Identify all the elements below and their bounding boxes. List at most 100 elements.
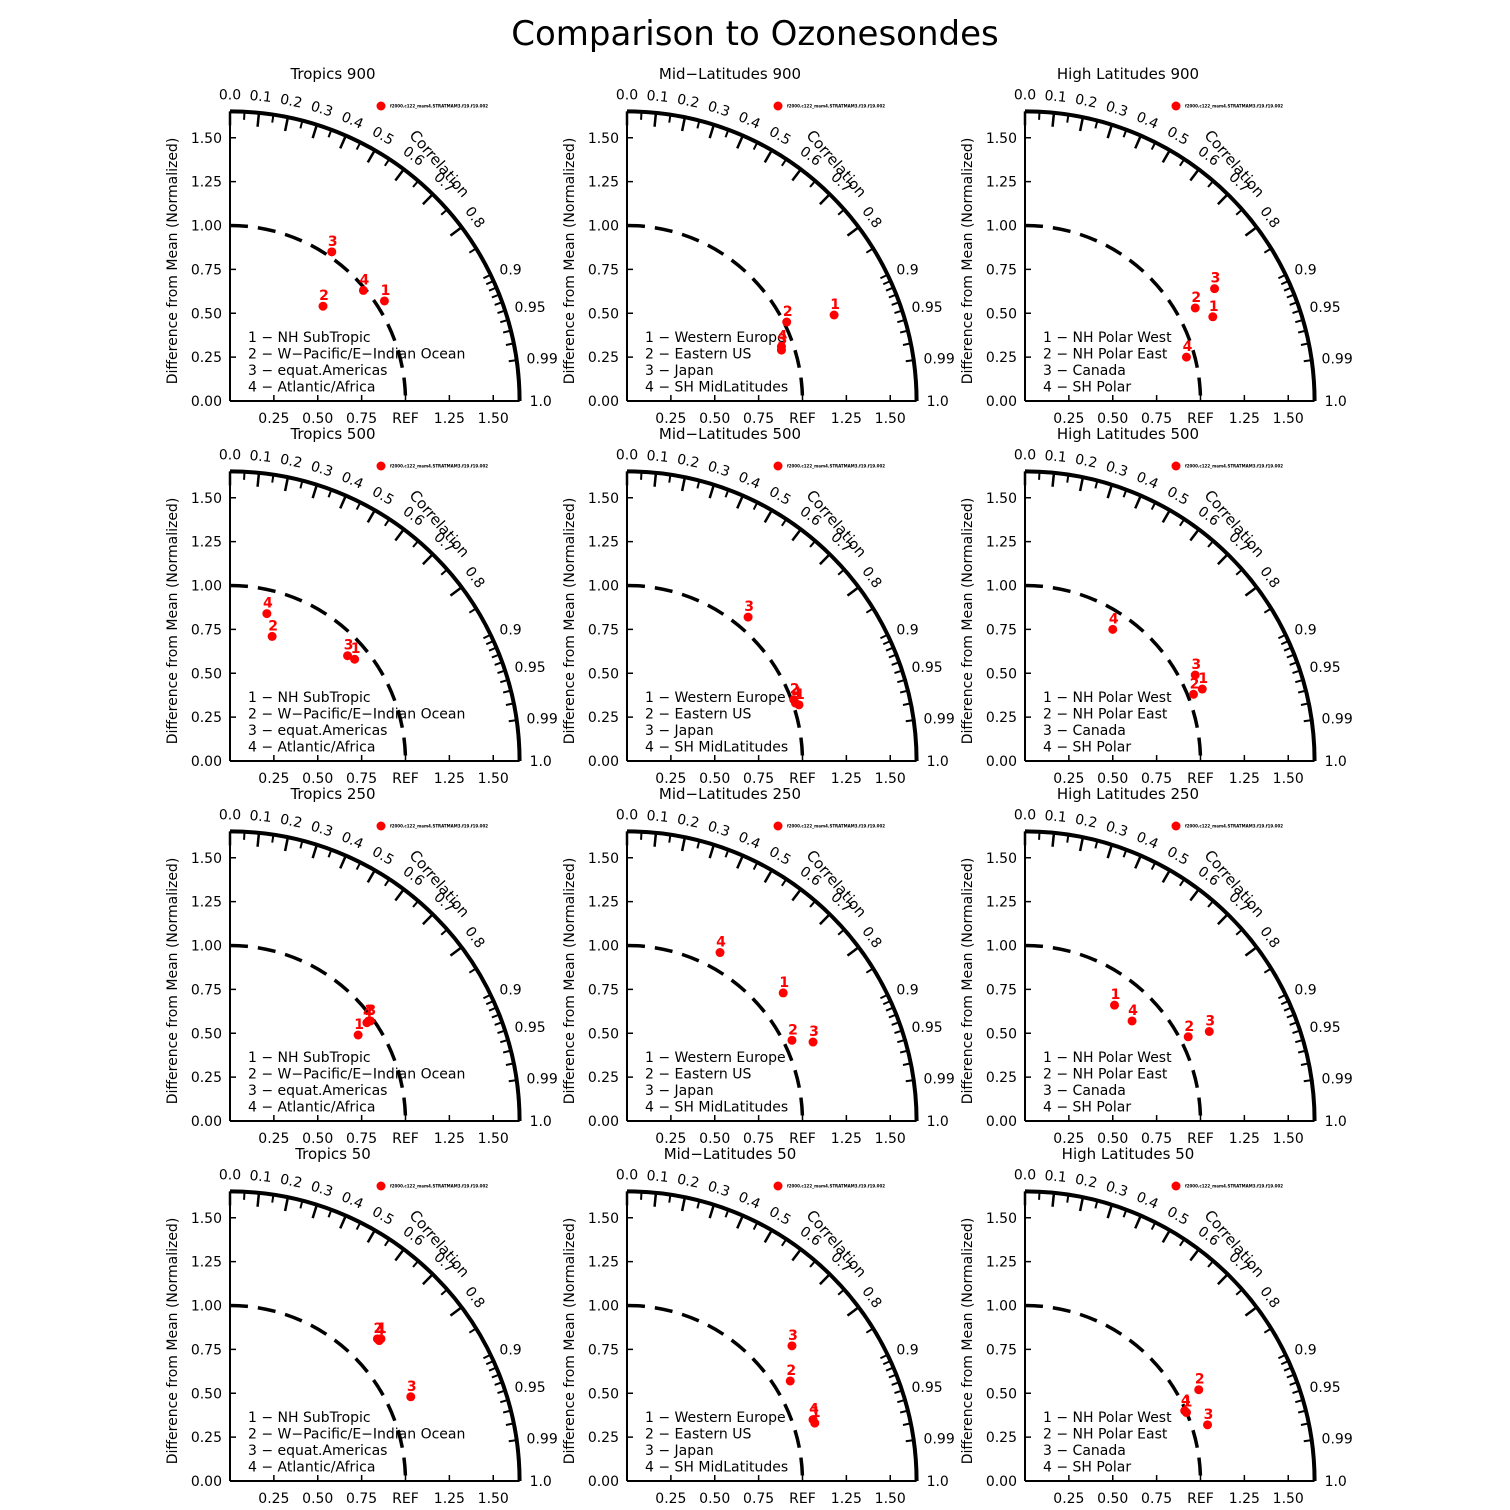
correlation-minor-tick bbox=[894, 669, 903, 675]
reference-arc bbox=[1024, 223, 1203, 402]
correlation-tick-label: 1.0 bbox=[1325, 1114, 1347, 1130]
correlation-major-tick bbox=[708, 844, 716, 859]
correlation-minor-tick bbox=[482, 1353, 492, 1360]
model-label: f2000.c122_mam4.STRATMAM3.f19.f19.002 bbox=[390, 1184, 488, 1189]
data-point-label: 1 bbox=[779, 975, 789, 991]
correlation-minor-tick bbox=[1303, 719, 1312, 723]
legend-entry: 3 − Canada bbox=[1043, 723, 1126, 739]
correlation-tick-label: 0.99 bbox=[527, 1071, 558, 1087]
legend-entry: 4 − Atlantic/Africa bbox=[248, 380, 375, 396]
correlation-minor-tick bbox=[1235, 928, 1243, 936]
data-point-label: 2 bbox=[783, 304, 793, 320]
data-point-label: 3 bbox=[1191, 657, 1201, 673]
y-tick-label: 1.00 bbox=[986, 579, 1017, 595]
y-tick-label: 1.00 bbox=[588, 939, 619, 955]
model-marker bbox=[773, 461, 783, 471]
correlation-tick-label: 0.95 bbox=[911, 300, 942, 316]
data-point-label: 4 bbox=[263, 596, 273, 612]
correlation-tick-label: 0.1 bbox=[646, 448, 670, 466]
correlation-tick-label: 0.2 bbox=[279, 812, 304, 832]
correlation-minor-tick bbox=[888, 653, 897, 659]
correlation-minor-tick bbox=[505, 1062, 514, 1066]
correlation-major-tick bbox=[1217, 193, 1229, 206]
correlation-tick-label: 1.0 bbox=[927, 1474, 949, 1490]
correlation-major-tick bbox=[339, 1215, 347, 1229]
y-tick-label: 0.75 bbox=[588, 1342, 619, 1358]
correlation-minor-tick bbox=[500, 318, 509, 324]
y-tick-label: 0.75 bbox=[191, 1342, 222, 1358]
correlation-minor-tick bbox=[781, 878, 788, 887]
correlation-major-tick bbox=[1189, 168, 1200, 182]
y-tick-label: 0.00 bbox=[191, 1114, 222, 1130]
panel-title: Mid−Latitudes 50 bbox=[664, 1145, 797, 1163]
correlation-minor-tick bbox=[1094, 840, 1099, 849]
correlation-minor-tick bbox=[488, 646, 497, 652]
correlation-minor-tick bbox=[384, 518, 391, 527]
outer-ratio-arc bbox=[626, 829, 919, 1122]
y-tick-label: 1.00 bbox=[191, 579, 222, 595]
correlation-minor-tick bbox=[1292, 1029, 1301, 1035]
correlation-minor-tick bbox=[899, 1049, 909, 1054]
correlation-major-tick bbox=[736, 1215, 744, 1229]
data-point-label: 3 bbox=[328, 234, 338, 250]
correlation-tick-label: 0.1 bbox=[1044, 1168, 1068, 1186]
correlation-minor-tick bbox=[502, 1049, 512, 1054]
data-point bbox=[1194, 1385, 1204, 1395]
data-point bbox=[379, 296, 389, 306]
x-tick-label: 0.75 bbox=[1141, 411, 1172, 427]
correlation-tick-label: 0.5 bbox=[1164, 124, 1191, 149]
data-point-label: 2 bbox=[365, 1003, 375, 1019]
correlation-tick-label: 0.3 bbox=[706, 99, 732, 121]
correlation-minor-tick bbox=[885, 1366, 894, 1372]
data-point-label: 4 bbox=[1109, 611, 1119, 627]
y-tick-label: 0.25 bbox=[986, 710, 1017, 726]
correlation-minor-tick bbox=[1283, 1366, 1292, 1372]
correlation-major-tick bbox=[422, 553, 434, 566]
data-point-label: 3 bbox=[1211, 271, 1221, 287]
correlation-minor-tick bbox=[1303, 1439, 1312, 1443]
correlation-tick-label: 1.0 bbox=[530, 1474, 552, 1490]
correlation-minor-tick bbox=[888, 293, 897, 299]
reference-arc bbox=[229, 943, 408, 1122]
correlation-minor-tick bbox=[781, 158, 788, 167]
y-tick-label: 0.75 bbox=[986, 1342, 1017, 1358]
y-tick-label: 1.50 bbox=[588, 851, 619, 867]
correlation-minor-tick bbox=[485, 640, 494, 646]
correlation-tick-label: 0.8 bbox=[461, 1284, 487, 1311]
correlation-minor-tick bbox=[902, 702, 911, 706]
correlation-tick-label: 0.3 bbox=[1104, 819, 1130, 841]
y-tick-label: 1.00 bbox=[191, 939, 222, 955]
data-point-label: 2 bbox=[1184, 1019, 1194, 1035]
data-point-label: 1 bbox=[381, 283, 391, 299]
legend-entry: 1 − NH Polar West bbox=[1043, 690, 1172, 706]
y-tick-label: 0.25 bbox=[986, 350, 1017, 366]
correlation-minor-tick bbox=[502, 1409, 512, 1414]
correlation-major-tick bbox=[366, 509, 376, 523]
panel-title: Mid−Latitudes 500 bbox=[659, 425, 801, 443]
correlation-major-tick bbox=[283, 1197, 290, 1212]
correlation-tick-label: 0.2 bbox=[1074, 452, 1099, 472]
x-tick-label: 0.25 bbox=[655, 1131, 686, 1147]
y-tick-label: 1.50 bbox=[588, 491, 619, 507]
correlation-major-tick bbox=[708, 124, 716, 139]
correlation-minor-tick bbox=[271, 114, 275, 123]
correlation-minor-tick bbox=[1235, 208, 1243, 216]
correlation-tick-label: 0.99 bbox=[1322, 1071, 1353, 1087]
correlation-tick-label: 0.1 bbox=[249, 808, 273, 826]
x-tick-label: 1.25 bbox=[434, 411, 465, 427]
legend-entry: 2 − Eastern US bbox=[645, 707, 751, 723]
x-tick-label: 0.25 bbox=[655, 1491, 686, 1507]
model-marker bbox=[1171, 1181, 1181, 1191]
taylor-panel: Tropics 50 0.00 0.25 0.50 0.75 1.00 1.25 1.50 0.… bbox=[165, 1145, 558, 1507]
x-tick-label: 1.25 bbox=[831, 411, 862, 427]
y-tick-label: 0.25 bbox=[986, 1430, 1017, 1446]
correlation-minor-tick bbox=[837, 1288, 845, 1296]
correlation-minor-tick bbox=[1297, 689, 1307, 694]
y-axis-label: Difference from Mean (Normalized) bbox=[562, 498, 578, 745]
correlation-tick-label: 0.2 bbox=[1074, 92, 1099, 112]
data-point bbox=[778, 988, 788, 998]
y-tick-label: 0.25 bbox=[588, 1070, 619, 1086]
correlation-minor-tick bbox=[1094, 1200, 1099, 1209]
y-tick-label: 1.25 bbox=[588, 175, 619, 191]
correlation-major-tick bbox=[1051, 832, 1056, 847]
